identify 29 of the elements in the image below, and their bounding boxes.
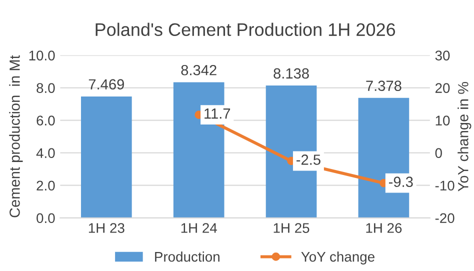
data-label: 7.469 xyxy=(88,79,124,90)
y-tick-label: 8.0 xyxy=(36,83,55,93)
y2-axis-title: YoY change in % xyxy=(458,82,472,192)
y2-tick-label: 10 xyxy=(436,116,450,126)
y2-tick-label: -20 xyxy=(435,213,454,224)
y-tick-label: 10.0 xyxy=(29,50,55,60)
chart-title: Poland's Cement Production 1H 2026 xyxy=(96,22,396,36)
data-label: 7.378 xyxy=(366,80,402,91)
data-label: 11.7 xyxy=(204,108,230,119)
y-axis-title: Cement production in Mt xyxy=(9,55,23,218)
y-tick-label: 2.0 xyxy=(36,180,55,191)
y2-tick-label: -10 xyxy=(435,180,454,191)
data-label: 8.342 xyxy=(181,64,216,76)
data-label: -2.5 xyxy=(296,154,320,165)
data-label: -9.3 xyxy=(388,176,413,187)
y-tick-label: 4.0 xyxy=(36,148,55,158)
x-tick-label: 1H 24 xyxy=(181,223,217,233)
legend-label: Production xyxy=(155,252,220,262)
x-tick-label: 1H 25 xyxy=(274,223,310,233)
y2-tick-label: 30 xyxy=(435,50,450,60)
y-tick-label: 6.0 xyxy=(36,116,55,126)
x-tick-label: 1H 26 xyxy=(366,223,402,233)
bar xyxy=(80,96,132,218)
y2-tick-label: 0 xyxy=(435,148,442,158)
data-label: 8.138 xyxy=(274,68,309,79)
x-tick-label: 1H 23 xyxy=(88,223,124,233)
legend-label: YoY change xyxy=(301,252,374,264)
y-tick-label: 0.0 xyxy=(36,213,55,224)
y2-tick-label: 20 xyxy=(435,83,450,93)
